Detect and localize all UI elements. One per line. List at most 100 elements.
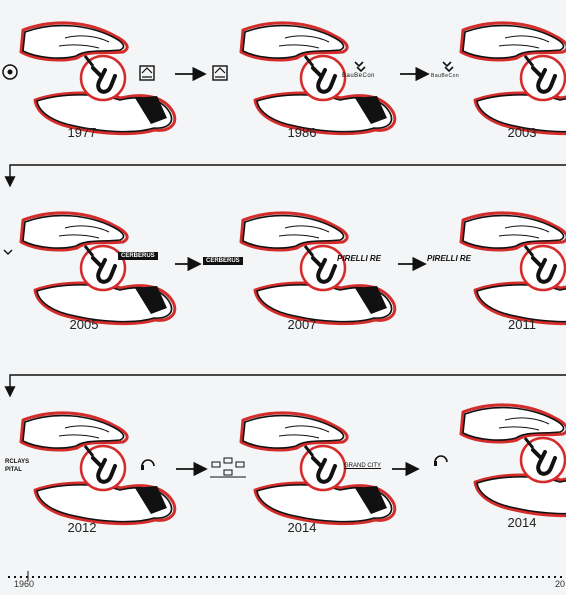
receiving-hand-cuff <box>355 96 387 124</box>
row-wrap-connector-2 <box>4 374 566 398</box>
receiving-hand-cuff <box>135 286 167 314</box>
giving-hand <box>462 24 565 59</box>
hand-exchange-illustration-7 <box>19 411 177 526</box>
pirelli-logo-text: PIRELLI RE <box>337 254 382 263</box>
hand-exchange-illustration-5 <box>239 211 397 326</box>
key-icon <box>531 66 557 94</box>
giving-hand-outline <box>19 21 129 62</box>
cerberus-logo-text: CERBERUS <box>118 252 158 260</box>
hand-exchange-illustration-6 <box>459 211 566 326</box>
key-chain <box>523 245 535 257</box>
key-chain <box>303 245 315 257</box>
baubecon-logo-mark-1 <box>354 61 366 73</box>
hand-exchange-illustration-1 <box>19 21 177 136</box>
year-label-2012: 2012 <box>67 520 97 535</box>
giving-hand <box>242 24 345 59</box>
receiving-hand-cuff <box>135 96 167 124</box>
key-icon <box>91 456 117 484</box>
giving-hand-outline <box>459 403 566 444</box>
house-logo-mark-1 <box>141 67 153 78</box>
year-label-2003: 2003 <box>507 125 537 140</box>
receiving-hand <box>476 476 566 515</box>
key-icon <box>311 256 337 284</box>
giving-hand-outline <box>19 211 129 252</box>
giving-hand <box>22 414 125 449</box>
pirelli-logo-text-second: PIRELLI RE <box>427 254 472 263</box>
network-logo-node-2 <box>223 457 233 464</box>
round-logo-mark-1 <box>141 459 155 467</box>
round-logo-mark-2 <box>434 455 448 463</box>
year-label-2014-first: 2014 <box>287 520 317 535</box>
giving-hand-fingers <box>58 425 110 439</box>
barclays-logo-text-line1: RCLAYS <box>5 459 30 465</box>
giving-hand-outline <box>239 411 349 452</box>
receiving-hand-cuff <box>355 286 387 314</box>
giving-hand-fingers <box>58 225 110 239</box>
network-logo-node-3 <box>235 461 245 468</box>
key-icon <box>91 256 117 284</box>
giving-hand <box>462 214 565 249</box>
house-logo-box-2 <box>212 65 228 81</box>
giving-hand <box>22 24 125 59</box>
giving-hand-outline <box>459 21 566 62</box>
house-logo-mark-2 <box>214 67 226 78</box>
cerberus-logo-text-second: CERBERUS <box>203 257 243 265</box>
receiving-hand-cuff <box>355 486 387 514</box>
giving-hand-outline <box>239 21 349 62</box>
giving-hand-fingers <box>58 35 110 49</box>
giving-hand <box>22 214 125 249</box>
key-chain <box>303 445 315 457</box>
giving-hand-outline <box>19 411 129 452</box>
year-label-2007: 2007 <box>287 317 317 332</box>
year-label-1986: 1986 <box>287 125 317 140</box>
giving-hand-fingers <box>498 35 550 49</box>
hand-exchange-illustration-8 <box>239 411 397 526</box>
circular-logo-partial <box>2 64 18 80</box>
giving-hand-outline <box>239 211 349 252</box>
key-chain <box>303 55 315 67</box>
circular-logo-center <box>7 69 13 75</box>
round-logo-ear-1 <box>141 465 144 470</box>
receiving-hand-cuff <box>135 486 167 514</box>
key-chain <box>83 245 95 257</box>
timeline-end-label: 20 <box>555 579 566 589</box>
round-logo-ear-2 <box>434 461 437 466</box>
hand-exchange-illustration-3 <box>459 21 566 136</box>
giving-hand-fingers <box>498 225 550 239</box>
network-logo-node-1 <box>211 461 221 468</box>
giving-hand-fingers <box>498 417 550 431</box>
key-chain <box>83 55 95 67</box>
giving-hand-fingers <box>278 225 330 239</box>
key-icon <box>91 66 117 94</box>
key-chain <box>523 55 535 67</box>
hand-exchange-illustration-4 <box>19 211 177 326</box>
network-logo-node-4 <box>223 469 233 476</box>
grand-city-logo-text: GRAND CITY <box>344 463 382 469</box>
row-wrap-connector-1 <box>4 164 566 188</box>
year-label-2011: 2011 <box>508 317 536 332</box>
giving-hand <box>242 214 345 249</box>
giving-hand-fingers <box>278 35 330 49</box>
baubecon-logo-mark-2 <box>442 61 454 73</box>
hand-exchange-illustration-2 <box>239 21 397 136</box>
giving-hand-fingers <box>278 425 330 439</box>
key-chain <box>523 437 535 449</box>
timeline-start-label: 1960 <box>14 579 35 589</box>
year-label-2005: 2005 <box>69 317 99 332</box>
baubecon-logo-text: BauBeCon <box>342 73 376 79</box>
barclays-logo-text-line2: PITAL <box>5 467 22 473</box>
key-chain <box>83 445 95 457</box>
house-logo-box-1 <box>139 65 155 81</box>
giving-hand-outline <box>459 211 566 252</box>
key-icon <box>531 448 557 476</box>
year-label-1977: 1977 <box>67 125 97 140</box>
baubecon-logo-text-small: BauBeCon <box>431 73 460 79</box>
giving-hand <box>462 406 565 441</box>
key-icon <box>311 456 337 484</box>
key-icon <box>531 256 557 284</box>
giving-hand <box>242 414 345 449</box>
baubecon-logo-mark-partial <box>3 249 13 255</box>
key-icon <box>311 66 337 94</box>
